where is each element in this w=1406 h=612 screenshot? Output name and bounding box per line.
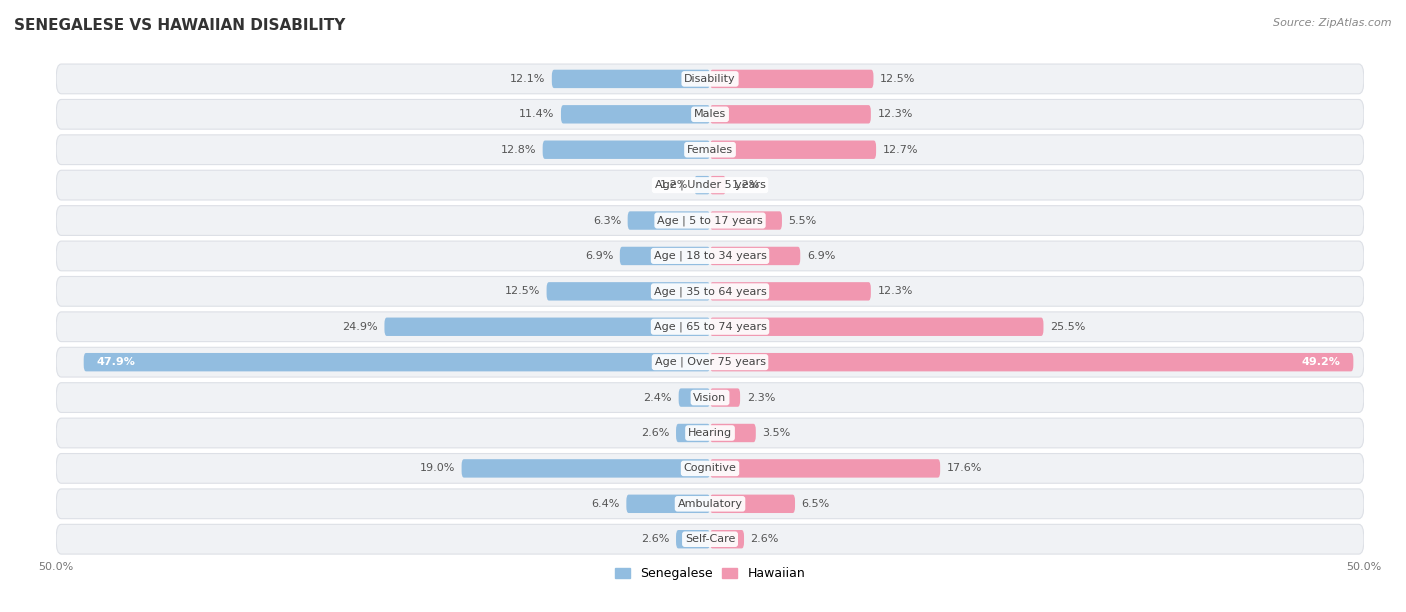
Text: Age | 18 to 34 years: Age | 18 to 34 years	[654, 251, 766, 261]
Text: 6.5%: 6.5%	[801, 499, 830, 509]
FancyBboxPatch shape	[84, 353, 710, 371]
Text: SENEGALESE VS HAWAIIAN DISABILITY: SENEGALESE VS HAWAIIAN DISABILITY	[14, 18, 346, 34]
Text: Females: Females	[688, 144, 733, 155]
FancyBboxPatch shape	[56, 64, 1364, 94]
FancyBboxPatch shape	[56, 418, 1364, 448]
FancyBboxPatch shape	[56, 347, 1364, 377]
FancyBboxPatch shape	[551, 70, 710, 88]
Text: Vision: Vision	[693, 392, 727, 403]
Text: 5.5%: 5.5%	[789, 215, 817, 226]
Text: 2.6%: 2.6%	[641, 428, 669, 438]
Text: 12.3%: 12.3%	[877, 110, 912, 119]
FancyBboxPatch shape	[710, 318, 1043, 336]
Text: 6.9%: 6.9%	[585, 251, 613, 261]
FancyBboxPatch shape	[710, 105, 870, 124]
Text: 12.5%: 12.5%	[505, 286, 540, 296]
FancyBboxPatch shape	[710, 141, 876, 159]
Text: 3.5%: 3.5%	[762, 428, 790, 438]
FancyBboxPatch shape	[56, 206, 1364, 236]
FancyBboxPatch shape	[710, 211, 782, 230]
Text: 17.6%: 17.6%	[946, 463, 981, 474]
Text: 6.4%: 6.4%	[592, 499, 620, 509]
Text: 12.3%: 12.3%	[877, 286, 912, 296]
FancyBboxPatch shape	[547, 282, 710, 300]
Text: 2.6%: 2.6%	[641, 534, 669, 544]
FancyBboxPatch shape	[695, 176, 710, 195]
Text: 1.2%: 1.2%	[733, 180, 761, 190]
FancyBboxPatch shape	[710, 176, 725, 195]
Text: Age | 5 to 17 years: Age | 5 to 17 years	[657, 215, 763, 226]
Legend: Senegalese, Hawaiian: Senegalese, Hawaiian	[614, 567, 806, 580]
Text: 6.9%: 6.9%	[807, 251, 835, 261]
Text: 11.4%: 11.4%	[519, 110, 554, 119]
FancyBboxPatch shape	[626, 494, 710, 513]
Text: Hearing: Hearing	[688, 428, 733, 438]
FancyBboxPatch shape	[620, 247, 710, 265]
Text: 24.9%: 24.9%	[342, 322, 378, 332]
Text: Age | Under 5 years: Age | Under 5 years	[655, 180, 765, 190]
FancyBboxPatch shape	[710, 70, 873, 88]
FancyBboxPatch shape	[710, 459, 941, 477]
FancyBboxPatch shape	[384, 318, 710, 336]
FancyBboxPatch shape	[56, 453, 1364, 483]
Text: Males: Males	[695, 110, 725, 119]
FancyBboxPatch shape	[461, 459, 710, 477]
FancyBboxPatch shape	[56, 489, 1364, 519]
Text: 1.2%: 1.2%	[659, 180, 688, 190]
FancyBboxPatch shape	[56, 241, 1364, 271]
Text: Ambulatory: Ambulatory	[678, 499, 742, 509]
Text: 6.3%: 6.3%	[593, 215, 621, 226]
Text: 12.7%: 12.7%	[883, 144, 918, 155]
Text: Self-Care: Self-Care	[685, 534, 735, 544]
Text: 49.2%: 49.2%	[1302, 357, 1340, 367]
FancyBboxPatch shape	[710, 530, 744, 548]
Text: 19.0%: 19.0%	[419, 463, 456, 474]
FancyBboxPatch shape	[710, 247, 800, 265]
FancyBboxPatch shape	[56, 170, 1364, 200]
Text: Age | 35 to 64 years: Age | 35 to 64 years	[654, 286, 766, 297]
FancyBboxPatch shape	[56, 99, 1364, 129]
FancyBboxPatch shape	[679, 389, 710, 407]
FancyBboxPatch shape	[56, 382, 1364, 412]
Text: 25.5%: 25.5%	[1050, 322, 1085, 332]
FancyBboxPatch shape	[676, 530, 710, 548]
FancyBboxPatch shape	[56, 524, 1364, 554]
FancyBboxPatch shape	[543, 141, 710, 159]
FancyBboxPatch shape	[56, 135, 1364, 165]
FancyBboxPatch shape	[710, 494, 794, 513]
Text: Source: ZipAtlas.com: Source: ZipAtlas.com	[1274, 18, 1392, 28]
FancyBboxPatch shape	[561, 105, 710, 124]
Text: 2.3%: 2.3%	[747, 392, 775, 403]
FancyBboxPatch shape	[627, 211, 710, 230]
FancyBboxPatch shape	[56, 277, 1364, 306]
Text: 12.1%: 12.1%	[510, 74, 546, 84]
FancyBboxPatch shape	[710, 353, 1354, 371]
Text: 12.8%: 12.8%	[501, 144, 536, 155]
Text: 2.6%: 2.6%	[751, 534, 779, 544]
FancyBboxPatch shape	[710, 282, 870, 300]
Text: 12.5%: 12.5%	[880, 74, 915, 84]
Text: Age | Over 75 years: Age | Over 75 years	[655, 357, 765, 367]
FancyBboxPatch shape	[710, 389, 740, 407]
FancyBboxPatch shape	[676, 424, 710, 442]
FancyBboxPatch shape	[56, 312, 1364, 341]
FancyBboxPatch shape	[710, 424, 756, 442]
Text: Disability: Disability	[685, 74, 735, 84]
Text: 47.9%: 47.9%	[97, 357, 135, 367]
Text: 2.4%: 2.4%	[644, 392, 672, 403]
Text: Age | 65 to 74 years: Age | 65 to 74 years	[654, 321, 766, 332]
Text: Cognitive: Cognitive	[683, 463, 737, 474]
